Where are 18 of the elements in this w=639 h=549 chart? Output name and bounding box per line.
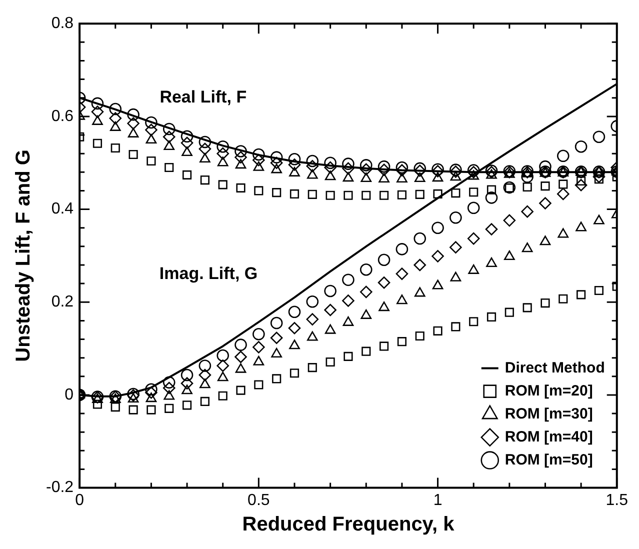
legend-label: ROM [m=20] — [504, 382, 593, 400]
y-tick-label: 0.2 — [51, 294, 74, 311]
x-tick-label: 1.5 — [606, 492, 628, 509]
legend-label: Direct Method — [504, 359, 605, 376]
x-tick-label: 1 — [433, 492, 442, 509]
y-tick-label: 0.4 — [51, 200, 74, 218]
legend-label: ROM [m=30] — [504, 405, 593, 422]
x-tick-label: 0.5 — [248, 492, 270, 509]
y-tick-label: 0 — [64, 386, 74, 404]
y-tick-label: 0.8 — [51, 15, 74, 32]
y-tick-label: -0.2 — [46, 479, 74, 496]
legend-label: ROM [m=50] — [504, 451, 593, 468]
y-axis-title: Unsteady Lift, F and G — [12, 150, 35, 362]
legend-label: ROM [m=40] — [504, 428, 593, 446]
x-axis-title: Reduced Frequency, k — [242, 514, 456, 536]
annotation: Imag. Lift, G — [159, 264, 258, 283]
annotation: Real Lift, F — [160, 88, 247, 107]
y-tick-label: 0.6 — [51, 108, 74, 125]
